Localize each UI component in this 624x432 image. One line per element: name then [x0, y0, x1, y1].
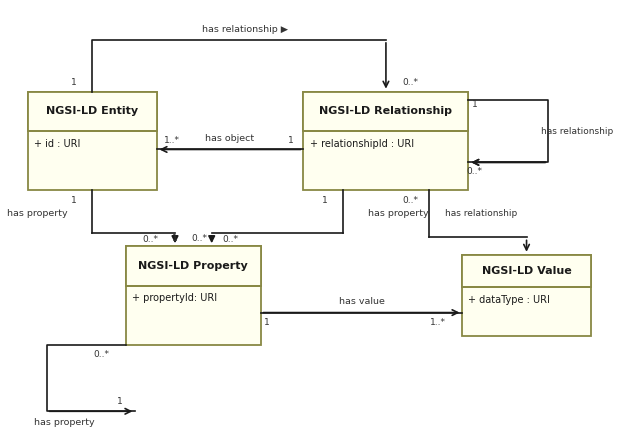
Text: + dataType : URI: + dataType : URI [469, 295, 550, 305]
Text: 1: 1 [117, 397, 123, 407]
Bar [28, 92, 157, 190]
Text: 1: 1 [288, 136, 294, 145]
Bar [303, 92, 469, 131]
Text: 0..*: 0..* [94, 350, 110, 359]
Text: has value: has value [339, 297, 384, 306]
Bar [462, 254, 591, 287]
Bar [28, 92, 157, 131]
Text: 1: 1 [472, 100, 477, 109]
Text: 1: 1 [172, 234, 178, 243]
Text: 0..*: 0..* [402, 197, 418, 206]
Text: 1: 1 [71, 79, 77, 87]
Text: 0..*: 0..* [467, 167, 482, 176]
Text: has property: has property [7, 210, 68, 218]
Text: 0..*: 0..* [402, 79, 418, 87]
Text: + relationshipId : URI: + relationshipId : URI [310, 139, 414, 149]
Text: has relationship ▶: has relationship ▶ [202, 25, 288, 34]
Text: 1: 1 [71, 197, 77, 206]
Text: NGSI-LD Relationship: NGSI-LD Relationship [319, 106, 452, 116]
Text: 0..*: 0..* [142, 235, 158, 244]
Text: 0..*: 0..* [192, 234, 207, 243]
Text: + id : URI: + id : URI [34, 139, 80, 149]
Bar [126, 246, 261, 286]
Text: 1..*: 1..* [164, 136, 180, 145]
Text: 1..*: 1..* [430, 318, 446, 327]
Text: NGSI-LD Value: NGSI-LD Value [482, 266, 572, 276]
Text: 1: 1 [322, 197, 328, 206]
Bar [303, 92, 469, 190]
Text: 1: 1 [264, 318, 270, 327]
Text: NGSI-LD Property: NGSI-LD Property [139, 261, 248, 271]
Bar [126, 246, 261, 345]
Text: has property: has property [368, 210, 429, 218]
Text: has relationship: has relationship [444, 210, 517, 218]
Text: has relationship: has relationship [541, 127, 613, 136]
Text: 0..*: 0..* [222, 235, 238, 244]
Text: has property: has property [34, 417, 95, 426]
Text: has object: has object [205, 134, 255, 143]
Bar [462, 254, 591, 336]
Text: NGSI-LD Entity: NGSI-LD Entity [46, 106, 139, 116]
Text: + propertyId: URI: + propertyId: URI [132, 293, 217, 303]
